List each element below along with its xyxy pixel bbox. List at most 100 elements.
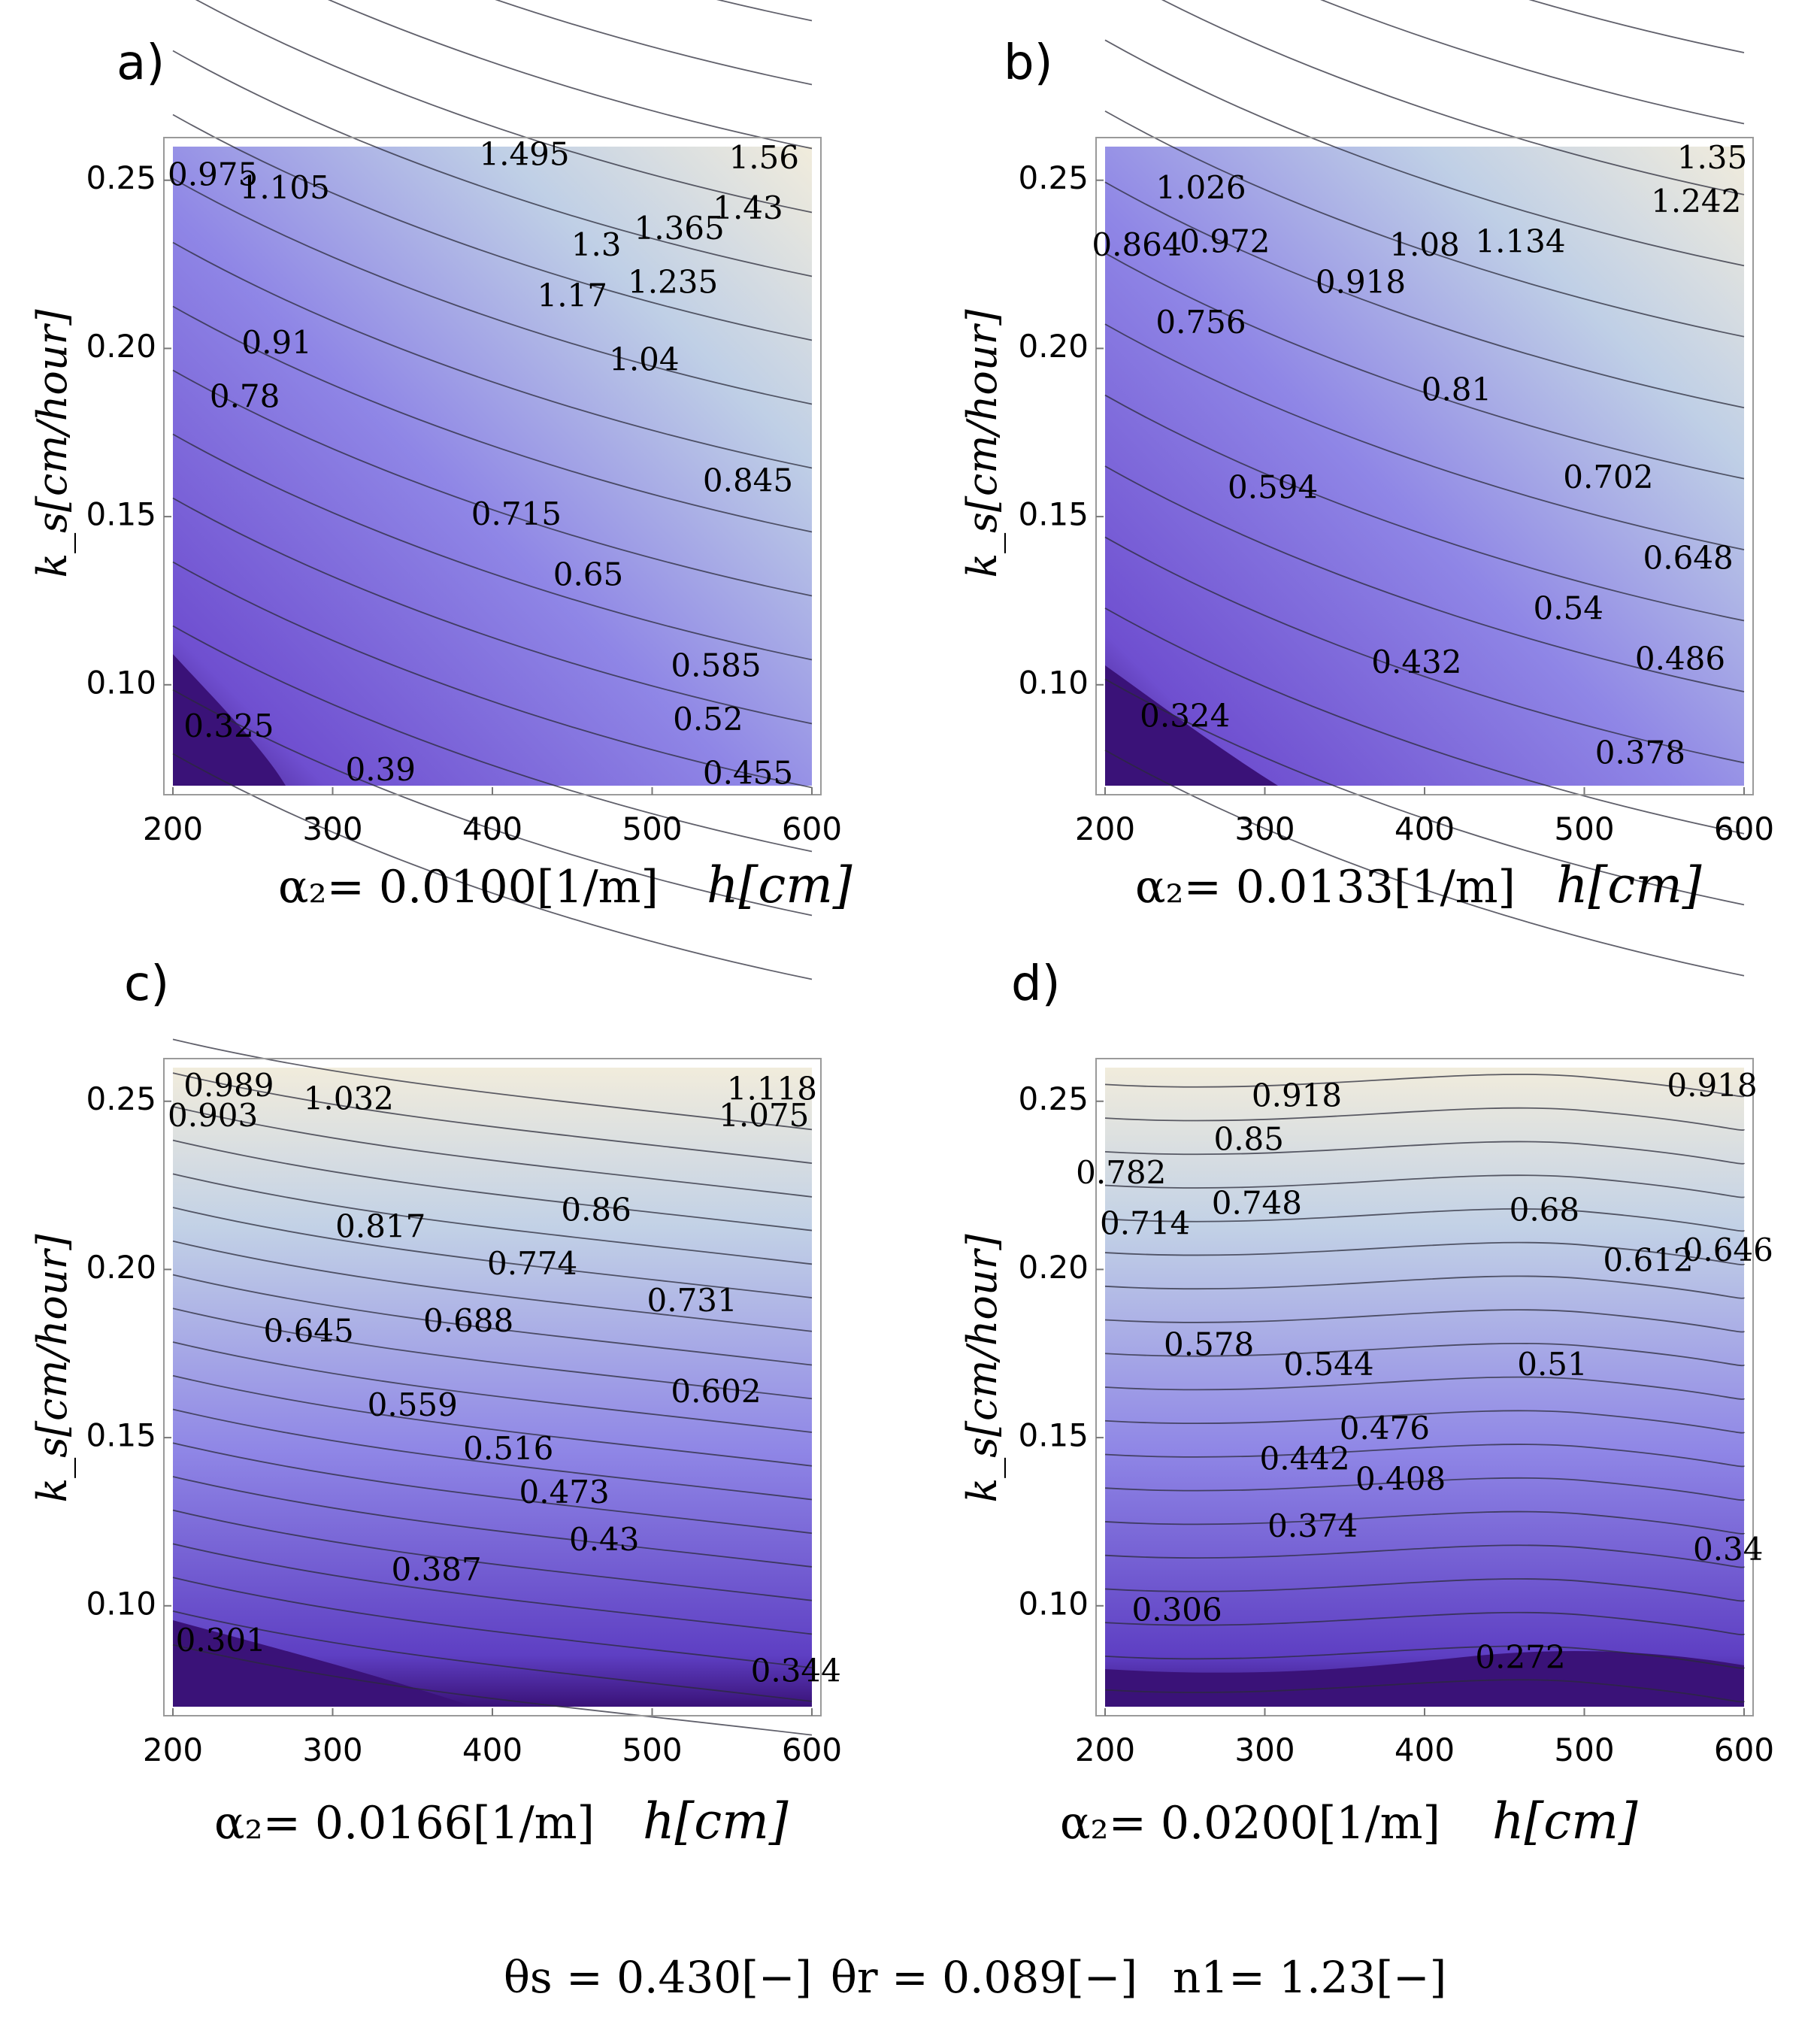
contour-line-c-13 [172,1207,813,1298]
contour-line-d-17 [1104,1107,1745,1131]
contour-label-c-0: 0.301 [176,1622,266,1659]
plot-background-b [1105,147,1744,786]
contour-label-b-5: 0.594 [1228,468,1318,505]
contour-label-d-3: 0.374 [1267,1507,1358,1544]
contour-line-c-8 [172,1374,813,1467]
y-tick-label-a-3: 0.25 [86,159,156,196]
x-axis-label-b: h[cm] [1556,856,1702,914]
footer-theta-s: θs = 0.430[−] [504,1952,812,2003]
plot-background-d [1105,1068,1744,1707]
contour-label-b-3: 0.486 [1635,640,1725,677]
y-tick-label-b-2: 0.20 [1018,328,1089,365]
contour-label-c-11: 0.774 [487,1245,577,1282]
contour-line-b-12 [1320,0,1745,125]
contour-label-d-13: 0.714 [1100,1204,1190,1241]
contour-line-a-10 [172,114,813,341]
contour-line-d-16 [1104,1141,1745,1165]
contour-line-b-6 [1104,323,1745,550]
contour-label-c-16: 1.032 [304,1080,394,1117]
contour-line-c-1 [172,1610,813,1702]
panel-a: 0.325 0.39 0.455 0.52 0.585 0.65 0.715 0.78 0.84… [86,0,842,980]
contour-label-d-15: 0.782 [1076,1154,1166,1191]
contour-labels-b: 0.324 0.378 0.432 0.486 0.54 0.594 0.648 0.702 0… [1092,139,1747,771]
contour-label-c-6: 0.559 [368,1386,458,1423]
x-tick-label-c-0: 200 [143,1732,203,1768]
contour-line-d-4 [1104,1544,1745,1568]
contour-line-a-13 [328,0,813,150]
y-tick-label-b-3: 0.25 [1018,159,1089,196]
contour-line-c-7 [172,1408,813,1501]
contour-line-c-14 [172,1173,813,1265]
contour-label-a-11: 1.04 [609,341,680,377]
contour-line-d-18 [1104,1074,1745,1098]
contour-line-b-5 [1104,394,1745,622]
contour-line-a-11 [172,50,813,277]
contour-label-c-15: 0.989 [183,1067,274,1104]
contour-line-d-13 [1104,1241,1745,1265]
contour-line-c-17 [172,1072,813,1164]
contour-line-c-5 [172,1476,813,1568]
contour-line-b-7 [1104,252,1745,480]
x-tick-label-a-1: 300 [302,810,362,847]
contour-line-d-9 [1104,1376,1745,1400]
contour-label-b-10: 0.864 [1092,226,1182,263]
contour-line-b-10 [1104,39,1745,267]
contour-label-a-2: 0.455 [703,755,793,792]
alpha-caption-a: α₂= 0.0100[1/m] [278,861,659,914]
contours-a [172,0,813,980]
contour-label-c-14: 0.903 [168,1097,258,1134]
contour-line-b-4 [1104,465,1745,692]
y-axis-label-a: k_s[cm/hour] [29,309,76,578]
y-tick-label-c-0: 0.10 [86,1585,156,1622]
contour-label-a-10: 0.975 [168,156,258,192]
x-tick-label-b-2: 400 [1395,810,1455,847]
contour-label-d-2: 0.34 [1693,1531,1764,1568]
contour-line-c-11 [172,1274,813,1366]
contour-line-b-3 [1104,536,1745,764]
x-tick-label-a-2: 400 [462,810,522,847]
contour-label-c-1: 0.344 [751,1652,841,1689]
contour-label-d-6: 0.476 [1340,1410,1430,1447]
contour-line-a-8 [172,241,813,469]
contour-label-a-13: 1.17 [537,277,607,314]
contour-line-b-13 [1528,0,1745,53]
contour-label-c-2: 0.387 [392,1551,482,1588]
contour-label-c-12: 0.817 [335,1208,425,1245]
dark-region-b [1105,665,1278,786]
y-tick-label-c-2: 0.20 [86,1249,156,1286]
x-axis-label-c: h[cm] [643,1792,789,1850]
contour-label-c-13: 0.86 [561,1191,631,1228]
contour-line-c-4 [172,1509,813,1601]
contour-line-d-3 [1104,1578,1745,1602]
contour-line-a-15 [716,0,813,22]
contour-label-a-0: 0.325 [183,707,274,744]
x-tick-label-b-1: 300 [1234,810,1295,847]
contour-label-b-16: 1.242 [1651,183,1741,220]
contour-label-b-1: 0.378 [1595,735,1685,771]
alpha-caption-b: α₂= 0.0133[1/m] [1135,861,1516,914]
contour-label-a-12: 1.105 [240,169,330,206]
contour-label-a-9: 0.91 [241,324,312,361]
contour-line-b-2 [1104,607,1745,835]
contour-label-b-14: 1.08 [1389,226,1460,263]
contour-line-a-14 [495,0,813,86]
contour-line-a-1 [172,689,813,917]
contour-line-c-0 [172,1644,813,1736]
contour-label-b-0: 0.324 [1140,698,1230,735]
panel-label-b: b) [1004,35,1053,91]
contour-label-a-17: 1.43 [713,189,783,226]
contour-label-d-7: 0.51 [1517,1346,1588,1383]
x-tick-label-d-0: 200 [1075,1732,1135,1768]
contour-label-d-4: 0.408 [1355,1460,1446,1497]
contour-line-a-7 [172,305,813,533]
contour-label-d-17: 0.918 [1252,1077,1342,1113]
contour-label-c-8: 0.645 [264,1312,354,1349]
y-axis-label-b: k_s[cm/hour] [958,309,1006,578]
y-axis-label-d: k_s[cm/hour] [958,1234,1006,1503]
contour-label-c-17: 1.075 [719,1097,809,1134]
contour-label-b-17: 1.35 [1677,139,1748,176]
x-ticks-d: 200 300 400 500 600 [1075,1708,1774,1768]
contour-label-a-16: 1.365 [634,210,725,247]
